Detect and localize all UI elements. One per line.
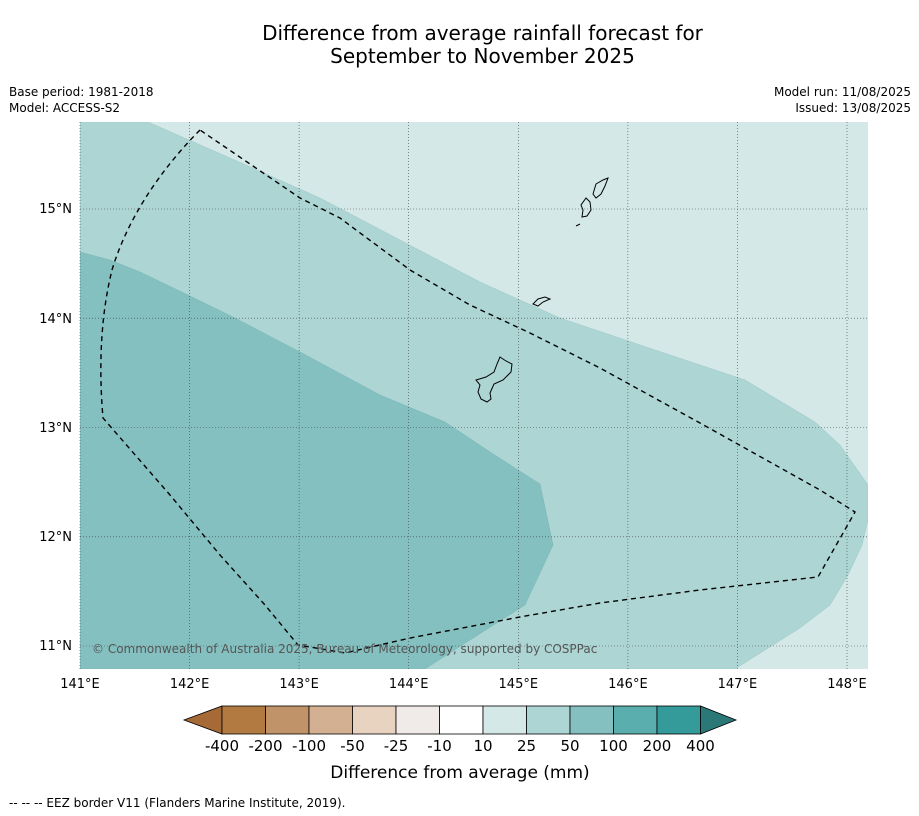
colorbar-swatch [526, 705, 571, 735]
colorbar-tick-label: 400 [686, 737, 715, 755]
lon-label-146: 146°E [608, 677, 648, 692]
colorbar-tick-label: -50 [340, 737, 365, 755]
lat-label-11: 11°N [39, 639, 72, 654]
colorbar-swatch [613, 705, 658, 735]
islands [475, 177, 609, 403]
colorbar-swatch [265, 705, 310, 735]
colorbar-swatch [395, 705, 440, 735]
colorbar-tick-label: -200 [248, 737, 282, 755]
lon-label-143: 143°E [279, 677, 319, 692]
latitude-labels: 15°N 14°N 13°N 12°N 11°N [39, 202, 72, 654]
colorbar-tick-label: 200 [643, 737, 672, 755]
copyright-text: © Commonwealth of Australia 2025, Bureau… [92, 642, 597, 656]
colorbar-extend-low [182, 705, 223, 735]
chart-title: Difference from average rainfall forecas… [0, 22, 919, 68]
rota-island [532, 296, 552, 307]
colorbar-swatch [482, 705, 527, 735]
colorbar-tick-label: 10 [473, 737, 492, 755]
map-plot-area [80, 122, 868, 669]
colorbar-tick-label: -10 [427, 737, 452, 755]
graticule [79, 122, 868, 669]
colorbar-swatch [221, 705, 266, 735]
saipan-island [592, 177, 609, 199]
lat-label-12: 12°N [39, 530, 72, 545]
lon-label-145: 145°E [499, 677, 539, 692]
colorbar-tick-label: -400 [205, 737, 239, 755]
eez-border [100, 129, 856, 654]
colorbar: -400 -200 -100 -50 -25 -10 10 25 50 100 200 400 Dif… [182, 705, 738, 783]
colorbar-label: Difference from average (mm) [330, 763, 589, 783]
title-line-1: Difference from average rainfall forecas… [262, 21, 703, 45]
colorbar-tick-label: 25 [517, 737, 536, 755]
colorbar-swatches [182, 705, 738, 735]
lat-label-15: 15°N [39, 202, 72, 217]
model-run-label: Model run: 11/08/2025 [773, 85, 911, 99]
colorbar-tick-label: -25 [384, 737, 409, 755]
colorbar-swatch [352, 705, 397, 735]
title-line-2: September to November 2025 [330, 44, 635, 68]
lon-label-148: 148°E [827, 677, 867, 692]
tinian-island [580, 197, 592, 218]
model-label: Model: ACCESS-S2 [9, 101, 121, 115]
rainfall-band-50-100 [80, 251, 554, 669]
lat-label-14: 14°N [39, 312, 72, 327]
base-period-label: Base period: 1981-2018 [9, 85, 154, 99]
colorbar-swatch [569, 705, 614, 735]
colorbar-tick-label: 100 [599, 737, 628, 755]
colorbar-extend-high [700, 705, 738, 735]
colorbar-swatch [656, 705, 701, 735]
eez-legend-note: -- -- -- EEZ border V11 (Flanders Marine… [9, 796, 346, 810]
guam-island [475, 356, 513, 403]
lon-label-141: 141°E [60, 677, 100, 692]
colorbar-tick-label: -100 [292, 737, 326, 755]
lon-label-144: 144°E [389, 677, 429, 692]
colorbar-swatch [308, 705, 353, 735]
aguijan-island [575, 223, 581, 227]
lat-label-13: 13°N [39, 421, 72, 436]
lon-label-147: 147°E [718, 677, 758, 692]
lon-label-142: 142°E [170, 677, 210, 692]
colorbar-tick-label: 50 [560, 737, 579, 755]
longitude-labels: 141°E 142°E 143°E 144°E 145°E 146°E 147°… [60, 677, 867, 692]
colorbar-tick-labels: -400 -200 -100 -50 -25 -10 10 25 50 100 200 400 [205, 737, 715, 755]
model-info: Base period: 1981-2018 Model: ACCESS-S2 [9, 84, 154, 116]
run-info: Model run: 11/08/2025 Issued: 13/08/2025 [774, 84, 911, 116]
issued-label: Issued: 13/08/2025 [795, 101, 911, 115]
colorbar-swatch [439, 705, 484, 735]
